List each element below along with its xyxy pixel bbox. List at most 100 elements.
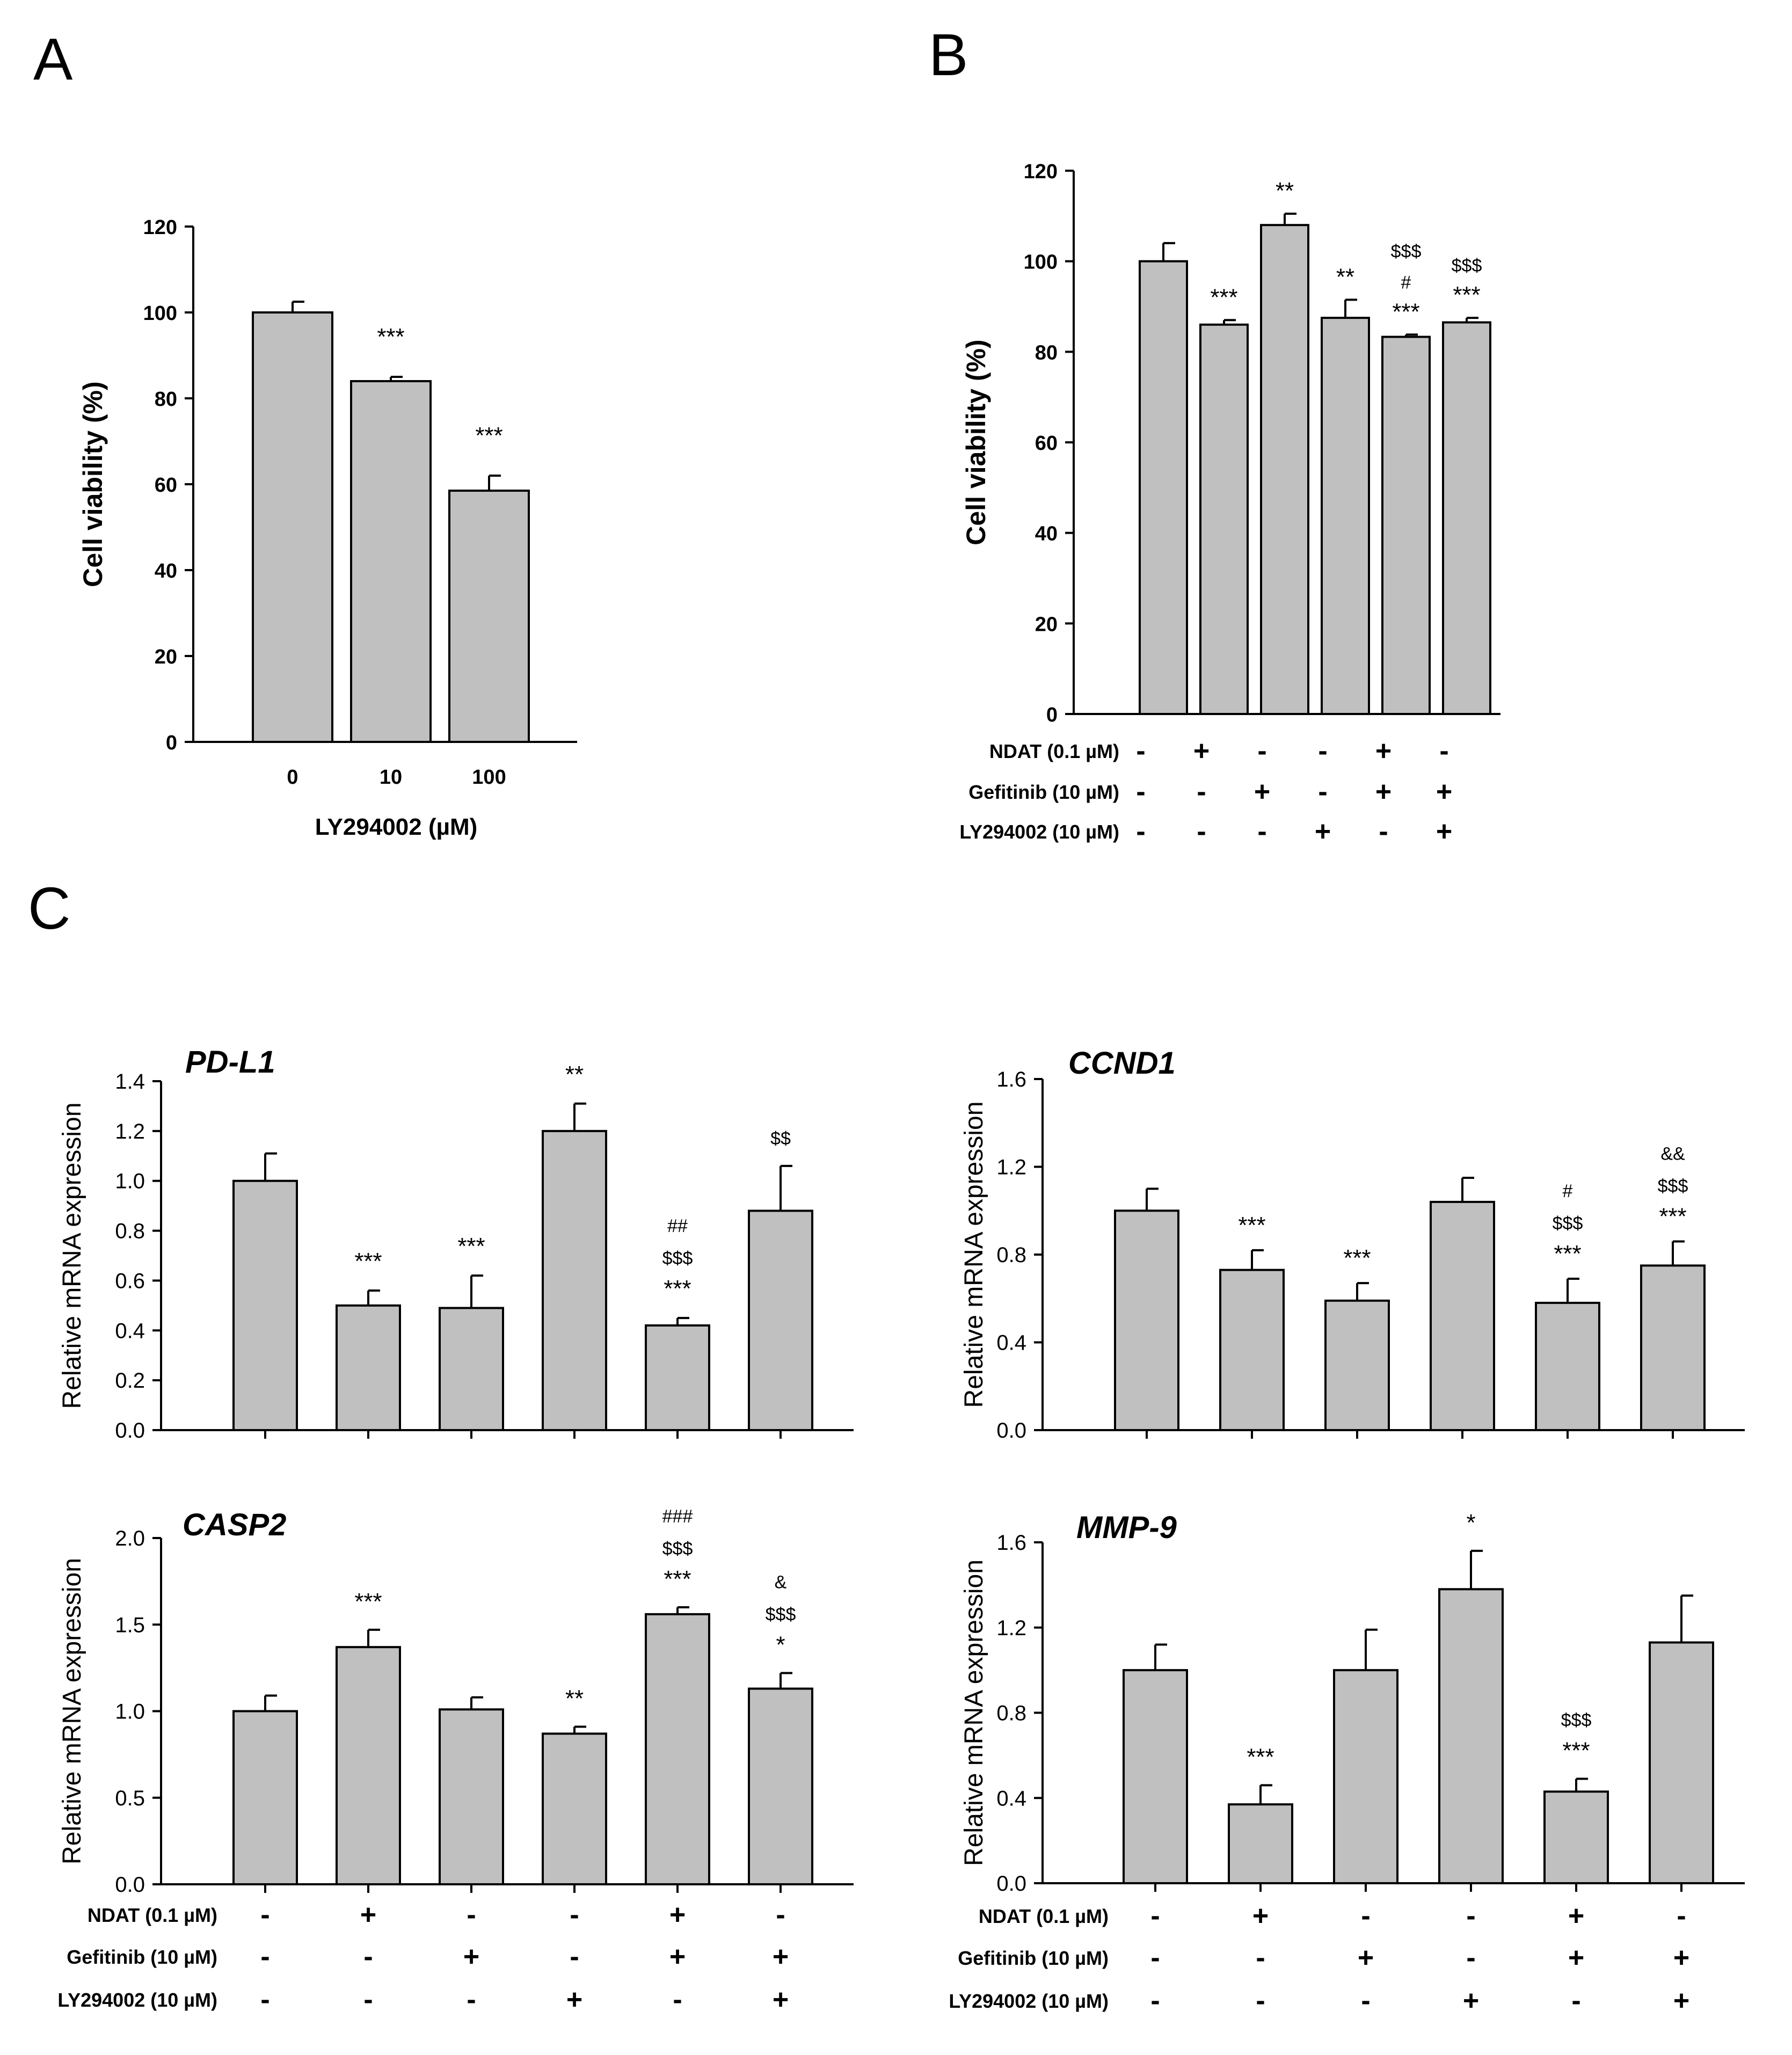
- chart-title: MMP-9: [1076, 1510, 1177, 1545]
- bar: [1324, 1299, 1390, 1431]
- treatment-minus-sign: -: [260, 1941, 269, 1972]
- treatment-minus-sign: -: [1197, 816, 1206, 847]
- treatment-minus-sign: -: [1257, 735, 1266, 767]
- y-tick-label: 2.0: [115, 1527, 145, 1550]
- treatment-minus-sign: -: [260, 1984, 269, 2015]
- bar: [1649, 1641, 1714, 1884]
- y-axis-title: Relative mRNA expression: [960, 1102, 988, 1408]
- panel-label-b: B: [929, 22, 968, 88]
- panel-label-a: A: [33, 26, 73, 92]
- treatment-minus-sign: -: [1150, 1985, 1160, 2016]
- significance-annotation: ***: [1343, 1245, 1371, 1271]
- treatment-row-label: NDAT (0.1 µM): [989, 740, 1119, 762]
- y-tick-label: 1.2: [996, 1616, 1026, 1640]
- treatment-plus-sign: +: [1673, 1942, 1689, 1973]
- significance-annotation: *: [776, 1632, 785, 1658]
- y-tick-label: 1.6: [996, 1068, 1026, 1091]
- treatment-minus-sign: -: [1466, 1900, 1475, 1932]
- treatment-row-label: NDAT (0.1 µM): [979, 1905, 1109, 1927]
- treatment-minus-sign: -: [260, 1899, 269, 1930]
- treatment-plus-sign: +: [1375, 776, 1392, 807]
- y-axis-title: Relative mRNA expression: [58, 1103, 86, 1409]
- y-tick-label: 0.8: [996, 1702, 1026, 1725]
- y-tick-label: 1.5: [115, 1613, 145, 1637]
- significance-annotation: $$$: [662, 1248, 693, 1269]
- y-tick-label: 1.6: [996, 1531, 1026, 1555]
- bar: [1114, 1209, 1179, 1431]
- treatment-minus-sign: -: [1571, 1985, 1580, 2016]
- bar: [336, 1646, 401, 1886]
- treatment-minus-sign: -: [1150, 1942, 1160, 1973]
- significance-annotation: ***: [377, 324, 404, 350]
- y-tick-label: 0.2: [115, 1369, 145, 1393]
- bar: [542, 1732, 607, 1886]
- significance-annotation: ##: [667, 1216, 688, 1236]
- significance-annotation: ***: [475, 422, 502, 449]
- significance-annotation: **: [565, 1061, 584, 1088]
- y-tick-label: 120: [1024, 161, 1058, 183]
- significance-annotation: $$$: [766, 1605, 796, 1625]
- significance-annotation: $$$: [1658, 1176, 1688, 1196]
- chart-title: CASP2: [183, 1507, 286, 1542]
- y-tick-label: 1.0: [115, 1700, 145, 1724]
- bar: [1219, 1269, 1285, 1432]
- significance-annotation: $$$: [1452, 256, 1482, 276]
- significance-annotation: **: [1276, 178, 1294, 204]
- treatment-minus-sign: -: [1136, 816, 1145, 847]
- chart-a: 0 20 40 60 80 100 120 Cell viability (%) *** *** 0…: [78, 216, 577, 840]
- significance-annotation: ***: [664, 1566, 691, 1592]
- bar: [1543, 1790, 1609, 1884]
- y-tick-label: 1.2: [115, 1120, 145, 1143]
- treatment-minus-sign: -: [1361, 1985, 1370, 2016]
- treatment-row-label: LY294002 (10 µM): [57, 1989, 217, 2011]
- significance-annotation: *: [1466, 1510, 1475, 1536]
- treatment-table-panel-c-left: NDAT (0.1 µM) - + - - + - Gefitinib (10 µM) - - + -…: [57, 1899, 789, 2015]
- x-tick-label: 10: [380, 766, 402, 789]
- significance-annotation: #: [1563, 1181, 1573, 1201]
- y-tick-label: 0.4: [996, 1331, 1026, 1355]
- bar: [252, 311, 333, 743]
- significance-annotation: ***: [1247, 1744, 1274, 1770]
- y-tick-label: 60: [155, 474, 177, 497]
- y-tick-label: 0.8: [996, 1243, 1026, 1267]
- treatment-plus-sign: +: [566, 1984, 582, 2015]
- significance-annotation: ***: [354, 1248, 382, 1274]
- treatment-minus-sign: -: [1256, 1942, 1265, 1973]
- y-axis-title: Relative mRNA expression: [58, 1558, 86, 1864]
- significance-annotation: ***: [1238, 1212, 1265, 1238]
- y-tick-label: 0.0: [115, 1419, 145, 1442]
- bar: [232, 1179, 298, 1432]
- treatment-plus-sign: +: [1254, 776, 1270, 807]
- x-tick-label: 0: [287, 766, 298, 789]
- y-tick-label: 0.4: [996, 1787, 1026, 1810]
- treatment-minus-sign: -: [363, 1984, 373, 2015]
- treatment-plus-sign: +: [669, 1899, 686, 1930]
- significance-annotation: ***: [1453, 282, 1480, 308]
- y-tick-label: 0.6: [115, 1269, 145, 1293]
- treatment-table-panel-b: NDAT (0.1 µM) - + - - + -Gefitinib (10 µM) - - + -…: [959, 735, 1452, 847]
- y-tick-label: 100: [143, 302, 177, 325]
- significance-annotation: $$: [770, 1128, 791, 1149]
- treatment-plus-sign: +: [1358, 1942, 1374, 1973]
- significance-annotation: $$$: [1553, 1213, 1583, 1234]
- y-tick-label: 60: [1035, 432, 1058, 455]
- chart-c2: 0.0 0.4 0.8 1.2 1.6 Relative mRNA expression C…: [960, 1046, 1745, 1442]
- significance-annotation: ***: [1554, 1241, 1581, 1267]
- treatment-row-label: Gefitinib (10 µM): [968, 781, 1119, 803]
- treatment-row-label: LY294002 (10 µM): [949, 1990, 1109, 2012]
- treatment-table-panel-c-right: NDAT (0.1 µM) - + - - + - Gefitinib (10 µM) - - + -…: [949, 1900, 1689, 2016]
- treatment-minus-sign: -: [1150, 1900, 1160, 1932]
- chart-c4: 0.0 0.4 0.8 1.2 1.6 Relative mRNA expression M…: [960, 1510, 1745, 1896]
- bar: [748, 1687, 813, 1885]
- y-tick-label: 1.0: [115, 1170, 145, 1193]
- treatment-minus-sign: -: [1361, 1900, 1370, 1932]
- bar: [1535, 1301, 1600, 1432]
- y-tick-label: 0.4: [115, 1319, 145, 1343]
- bar: [439, 1307, 504, 1431]
- bar: [1199, 323, 1249, 715]
- y-tick-label: 40: [1035, 523, 1058, 545]
- significance-annotation: ***: [1659, 1203, 1686, 1229]
- treatment-plus-sign: +: [463, 1941, 479, 1972]
- treatment-plus-sign: +: [1463, 1985, 1479, 2016]
